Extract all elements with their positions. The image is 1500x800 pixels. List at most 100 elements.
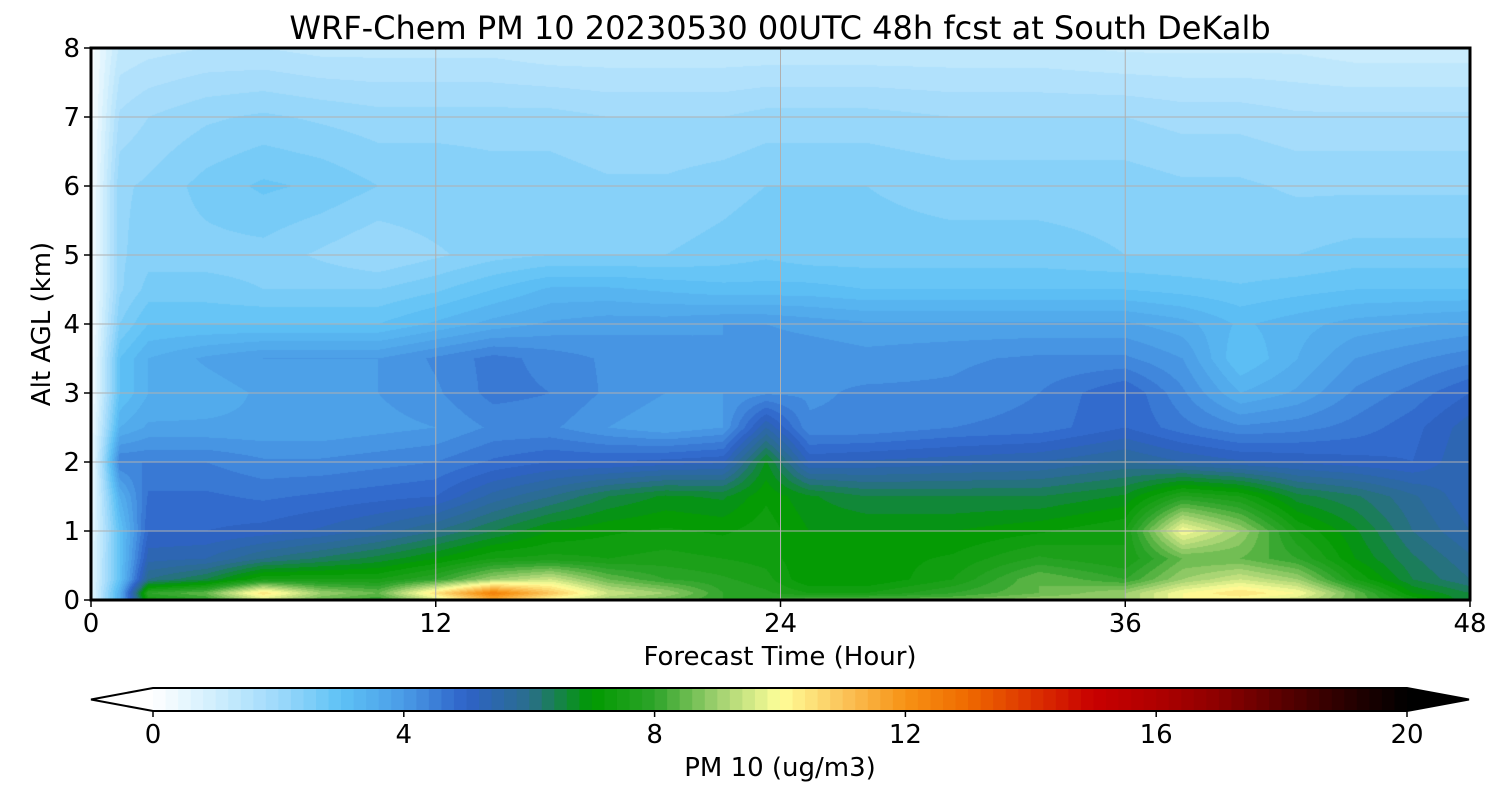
colorbar-segment: [165, 688, 179, 711]
colorbar-segment: [792, 688, 806, 711]
colorbar-segment: [529, 688, 543, 711]
colorbar-segment: [855, 688, 869, 711]
y-tick-label: 8: [63, 34, 80, 64]
colorbar-segment: [1055, 688, 1070, 711]
colorbar-segment: [328, 688, 342, 711]
x-axis-label: Forecast Time (Hour): [643, 642, 916, 672]
colorbar-tick-label: 4: [396, 720, 413, 750]
x-tick-label: 48: [1453, 609, 1486, 639]
colorbar-segment: [667, 688, 681, 711]
colorbar-segment: [566, 688, 580, 711]
x-tick-label: 36: [1109, 609, 1142, 639]
colorbar-segment: [428, 688, 443, 711]
colorbar-label: PM 10 (ug/m3): [684, 753, 876, 783]
colorbar-segment: [917, 688, 932, 711]
colorbar-segment: [579, 688, 593, 711]
colorbar-segment: [1080, 688, 1095, 711]
colorbar-tick-label: 0: [145, 720, 162, 750]
colorbar-segment: [817, 688, 831, 711]
colorbar-segment: [679, 688, 693, 711]
x-tick-label: 0: [83, 609, 100, 639]
colorbar-segment: [905, 688, 919, 711]
colorbar-segment: [1168, 688, 1182, 711]
colorbar-segment: [629, 688, 643, 711]
colorbar-segment: [1331, 688, 1345, 711]
colorbar-segment: [1256, 688, 1270, 711]
colorbar-segment: [416, 688, 430, 711]
x-tick-label: 24: [764, 609, 797, 639]
y-tick-label: 6: [63, 172, 80, 202]
colorbar-segment: [366, 688, 380, 711]
colorbar-segment: [341, 688, 355, 711]
colorbar-segment: [265, 688, 279, 711]
colorbar-segment: [930, 688, 944, 711]
colorbar-segment: [391, 688, 405, 711]
colorbar-segment: [303, 688, 317, 711]
y-axis-label: Alt AGL (km): [27, 242, 57, 406]
colorbar-segment: [1193, 688, 1207, 711]
colorbar-segment: [604, 688, 618, 711]
colorbar-tick-label: 8: [646, 720, 663, 750]
colorbar-segment: [466, 688, 480, 711]
grid-lines: [91, 48, 1470, 600]
colorbar-segment: [378, 688, 392, 711]
y-tick-label: 4: [63, 310, 80, 340]
colorbar-max-extend: [1407, 688, 1469, 711]
colorbar-segment: [842, 688, 856, 711]
colorbar-segment: [240, 688, 254, 711]
colorbar-segment: [1218, 688, 1233, 711]
colorbar-segment: [754, 688, 769, 711]
colorbar-segment: [616, 688, 631, 711]
colorbar-segment: [1068, 688, 1082, 711]
colorbar-segment: [692, 688, 706, 711]
colorbar-segment: [704, 688, 718, 711]
colorbar-segment: [178, 688, 192, 711]
colorbar-segment: [1156, 688, 1170, 711]
colorbar-segment: [1381, 688, 1396, 711]
colorbar-segment: [1118, 688, 1132, 711]
colorbar-segment: [541, 688, 555, 711]
colorbar-segment: [1206, 688, 1220, 711]
colorbar-segment: [654, 688, 668, 711]
colorbar-tick-label: 20: [1390, 720, 1423, 750]
colorbar-segment: [1093, 688, 1107, 711]
colorbar-segment: [892, 688, 906, 711]
colorbar-segment: [203, 688, 217, 711]
colorbar-segment: [403, 688, 417, 711]
colorbar-min-extend: [91, 688, 153, 711]
colorbar-segment: [591, 688, 606, 711]
colorbar-segment: [1356, 688, 1370, 711]
colorbar-segment: [353, 688, 367, 711]
colorbar-tick-label: 12: [889, 720, 922, 750]
x-axis: 0 12 24 36 48: [83, 600, 1487, 639]
colorbar-segment: [441, 688, 455, 711]
colorbar-segment: [1231, 688, 1245, 711]
colorbar-segment: [1181, 688, 1195, 711]
colorbar-segment: [215, 688, 229, 711]
colorbar-segment: [253, 688, 267, 711]
colorbar-segment: [729, 688, 743, 711]
y-tick-label: 3: [63, 379, 80, 409]
colorbar-segment: [504, 688, 518, 711]
colorbar-segment: [1043, 688, 1057, 711]
colorbar-segment: [190, 688, 204, 711]
y-axis: 0 1 2 3 4 5 6 7 8: [63, 34, 91, 616]
colorbar-segment: [1106, 688, 1120, 711]
colorbar: 0 4 8 12 16 20: [90, 687, 1470, 750]
y-tick-label: 0: [63, 586, 80, 616]
colorbar-segment: [1369, 688, 1383, 711]
colorbar-segment: [1143, 688, 1157, 711]
y-tick-label: 1: [63, 517, 80, 547]
colorbar-segment: [1294, 688, 1308, 711]
colorbar-segment: [805, 688, 819, 711]
colorbar-segment: [554, 688, 568, 711]
colorbar-segment: [491, 688, 505, 711]
chart-title: WRF-Chem PM 10 20230530 00UTC 48h fcst a…: [289, 9, 1270, 47]
colorbar-segment: [1018, 688, 1032, 711]
plot-area: [89, 46, 1472, 602]
colorbar-segment: [1394, 688, 1408, 711]
colorbar-segment: [742, 688, 756, 711]
colorbar-segment: [1243, 688, 1258, 711]
colorbar-segment: [1281, 688, 1295, 711]
